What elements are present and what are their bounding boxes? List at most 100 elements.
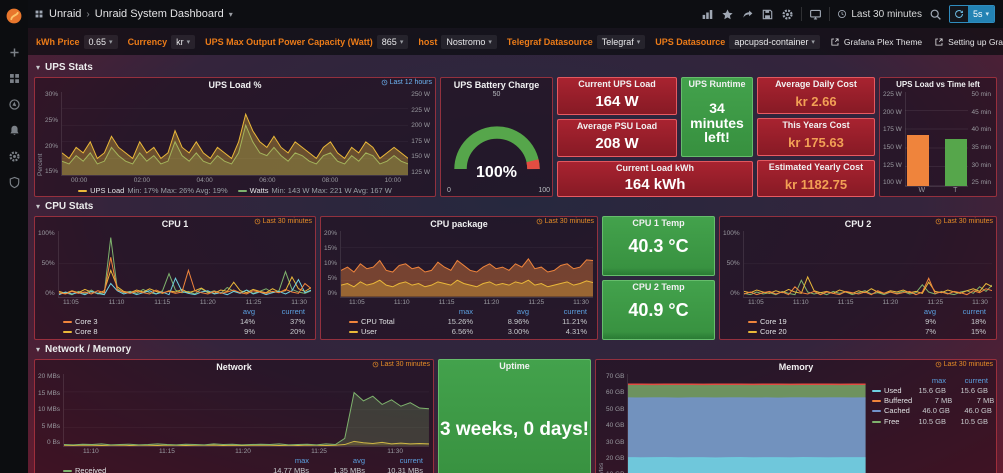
panel-cpu1-temp: CPU 1 Temp 40.3 °C	[602, 216, 715, 276]
network-chart[interactable]	[63, 374, 429, 447]
panel-title[interactable]: UPS Runtime	[688, 79, 746, 89]
series-color-swatch	[349, 330, 358, 333]
link-grafana-plex-theme[interactable]: Grafana Plex Theme	[830, 37, 922, 47]
caret-down-icon[interactable]: ▾	[228, 9, 233, 19]
cpu-package-chart[interactable]	[340, 231, 593, 298]
row-ups-panels: UPS Load % Last 12 hours Percent 30% 25% 2…	[34, 77, 997, 197]
refresh-button[interactable]	[949, 6, 968, 22]
gauge-arc	[453, 125, 540, 169]
cycle-view-button[interactable]	[809, 8, 822, 21]
star-button[interactable]	[721, 8, 734, 21]
y-axis-right: 250 W 225 W 200 W 175 W 150 W 125 W	[411, 91, 430, 176]
sidebar-item-alerting[interactable]	[0, 117, 28, 143]
panel-title[interactable]: Memory	[778, 361, 814, 372]
variable-value-dropdown[interactable]: Nostromo ▾	[441, 34, 497, 49]
memory-chart[interactable]	[627, 374, 866, 473]
variable-value-dropdown[interactable]: 865 ▾	[376, 34, 409, 49]
variable-value-dropdown[interactable]: kr ▾	[171, 34, 196, 49]
gauge-tick-mid: 50	[492, 91, 501, 98]
x-axis: 11:10 11:15 11:20 11:25 11:30	[83, 447, 403, 455]
add-panel-button[interactable]	[701, 8, 714, 21]
sidebar-item-configuration[interactable]	[0, 143, 28, 169]
panel-title[interactable]: Average Daily Cost	[775, 79, 857, 89]
legend-row: User 6.56% 3.00% 4.31%	[349, 327, 587, 337]
panel-title[interactable]: Uptime	[499, 361, 530, 371]
sparkline	[603, 263, 714, 275]
cpu2-chart[interactable]	[742, 231, 992, 298]
sidebar-item-create[interactable]	[0, 39, 28, 65]
time-range-picker[interactable]: Last 30 minutes	[837, 9, 922, 20]
panel-title[interactable]: This Years Cost	[782, 120, 850, 131]
variable-value-dropdown[interactable]: Telegraf ▾	[596, 34, 646, 49]
panel-title[interactable]: UPS Load %	[208, 79, 262, 90]
save-icon	[761, 8, 774, 21]
row-header-ups-stats[interactable]: ▾ UPS Stats	[34, 60, 997, 75]
variable-value-dropdown[interactable]: apcupsd-container ▾	[729, 34, 820, 49]
sidebar	[0, 0, 28, 473]
panel-this-years-cost: This Years Cost kr 175.63	[757, 118, 875, 156]
panel-title[interactable]: Average PSU Load	[576, 121, 658, 131]
cpu1-chart[interactable]	[57, 231, 311, 298]
legend-row: Received 14.77 MBs 1.35 MBs 10.31 MBs	[63, 466, 423, 473]
caret-down-icon: ▾	[636, 38, 641, 46]
legend-item[interactable]: UPS Load Min: 17% Max: 26% Avg: 19%	[78, 186, 228, 195]
cost-stat-cluster: Average Daily Cost kr 2.66 This Years Co…	[757, 77, 875, 197]
page-title[interactable]: Unraid System Dashboard	[94, 8, 224, 20]
refresh-picker[interactable]: 5s ▾	[948, 5, 995, 23]
share-button[interactable]	[741, 8, 754, 21]
legend-row: Core 20 7% 15%	[748, 327, 986, 337]
sidebar-item-explore[interactable]	[0, 91, 28, 117]
row-title: Network / Memory	[45, 344, 132, 355]
sidebar-item-dashboards[interactable]	[0, 65, 28, 91]
panel-average-psu-load: Average PSU Load 208 W	[557, 119, 677, 157]
legend-row: Cached 46.0 GB 46.0 GB	[872, 406, 992, 416]
panel-title[interactable]: CPU 2	[844, 218, 872, 229]
panel-title[interactable]: UPS Load vs Time left	[896, 80, 980, 89]
link-ups-monitoring-guide[interactable]: Setting up Grafana and InfluxDB for UPS …	[934, 37, 1003, 47]
dashboard-settings-button[interactable]	[781, 8, 794, 21]
ups-load-chart[interactable]	[61, 92, 409, 176]
refresh-interval-select[interactable]: 5s ▾	[967, 6, 994, 22]
monitor-icon	[809, 8, 822, 21]
panel-estimated-yearly-cost: Estimated Yearly Cost kr 1182.75	[757, 159, 875, 197]
panel-title[interactable]: Network	[216, 361, 252, 372]
sidebar-item-help[interactable]	[0, 169, 28, 195]
battery-gauge[interactable]: 0 50 100 100%	[441, 91, 552, 196]
grafana-logo[interactable]	[0, 3, 28, 29]
panel-time-override: Last 12 hours	[381, 79, 432, 86]
battery-charge-value: 100%	[476, 164, 517, 181]
cpu1-temp-value: 40.3 °C	[628, 235, 689, 256]
variable-value-dropdown[interactable]: 0.65 ▾	[83, 34, 118, 49]
save-button[interactable]	[761, 8, 774, 21]
panel-title[interactable]: Current UPS Load	[578, 79, 656, 89]
variable-ups-max-output: UPS Max Output Power Capacity (Watt) 865…	[205, 34, 409, 49]
share-icon	[741, 8, 754, 21]
bar[interactable]	[945, 139, 968, 186]
panel-title[interactable]: CPU package	[430, 218, 488, 229]
panel-title[interactable]: CPU 2 Temp	[632, 282, 685, 292]
caret-down-icon: ▾	[488, 38, 492, 46]
dashboards-icon	[8, 72, 21, 85]
row-header-cpu-stats[interactable]: ▾ CPU Stats	[34, 199, 997, 214]
panel-title[interactable]: CPU 1 Temp	[632, 218, 685, 228]
panel-title[interactable]: UPS Battery Charge	[453, 79, 540, 90]
load-vs-time-chart[interactable]	[904, 92, 969, 187]
panel-cpu1: CPU 1 Last 30 minutes 100% 50% 0% 11:05 11:…	[34, 216, 316, 340]
refresh-icon	[954, 9, 964, 19]
series-color-swatch	[78, 189, 88, 192]
legend: avg current Core 19 9% 18% Core 20 7% 15%	[720, 307, 996, 339]
panel-title[interactable]: CPU 1	[161, 218, 189, 229]
uptime-value: 3 weeks, 0 days!	[440, 419, 589, 441]
row-header-network-memory[interactable]: ▾ Network / Memory	[34, 342, 997, 357]
navbar-actions: Last 30 minutes 5s ▾	[701, 5, 995, 23]
bar[interactable]	[907, 135, 930, 186]
legend-item[interactable]: Watts Min: 143 W Max: 221 W Avg: 167 W	[237, 186, 392, 195]
bell-icon	[8, 124, 21, 137]
legend: UPS Load Min: 17% Max: 26% Avg: 19% Watts…	[35, 185, 435, 196]
panel-title[interactable]: Current Load kWh	[616, 163, 694, 173]
breadcrumb-folder[interactable]: Unraid	[49, 8, 82, 20]
zoom-out-button[interactable]	[929, 8, 942, 21]
panel-title[interactable]: Estimated Yearly Cost	[768, 161, 864, 172]
